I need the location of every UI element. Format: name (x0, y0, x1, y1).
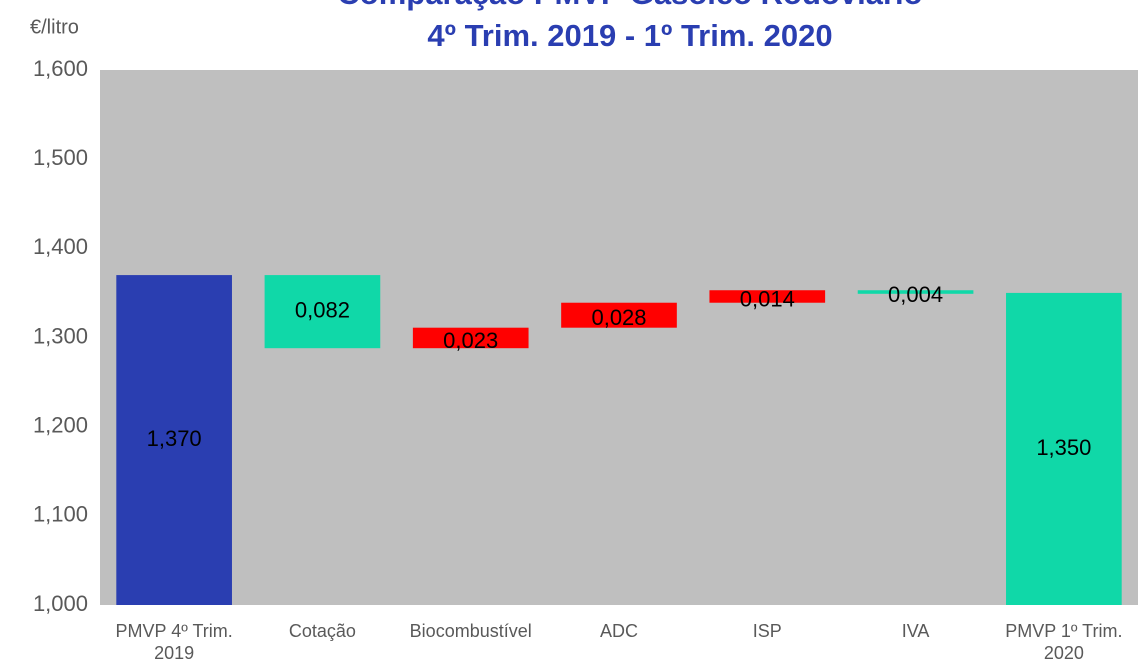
bar (709, 290, 826, 303)
y-tick-label: 1,300 (33, 323, 88, 348)
y-tick-label: 1,000 (33, 591, 88, 616)
y-tick-label: 1,100 (33, 502, 88, 527)
plot-area (100, 70, 1138, 605)
data-label: 0,023 (443, 328, 498, 353)
bar (264, 275, 381, 349)
chart-title: Comparação PMVP Gasóleo Rodoviário (337, 0, 922, 11)
x-tick-label: ISP (752, 621, 782, 641)
x-tick-label: PMVP 1º Trim. 2020 (1005, 621, 1123, 663)
data-label: 0,004 (888, 282, 943, 307)
data-label: 1,350 (1036, 435, 1091, 460)
x-tick-label: Biocombustível (409, 621, 532, 641)
y-tick-label: 1,400 (33, 234, 88, 259)
y-tick-label: 1,500 (33, 145, 88, 170)
data-label: 0,082 (295, 297, 350, 322)
x-tick-label: ADC (599, 621, 638, 641)
x-tick-label: PMVP 4º Trim. 2019 (115, 621, 233, 663)
bar (1006, 292, 1122, 605)
bar (116, 275, 232, 605)
data-label: 0,028 (591, 305, 646, 330)
data-label: 0,014 (740, 286, 795, 311)
y-tick-label: 1,600 (33, 56, 88, 81)
bar (857, 290, 974, 294)
x-tick-label: Cotação (288, 621, 356, 641)
bar (561, 302, 677, 328)
chart-title: 4º Trim. 2019 - 1º Trim. 2020 (427, 18, 832, 53)
y-axis-label: €/litro (30, 16, 79, 38)
y-tick-label: 1,200 (33, 412, 88, 437)
x-tick-label: IVA (901, 621, 930, 641)
data-label: 1,370 (147, 426, 202, 451)
bar (412, 327, 529, 349)
